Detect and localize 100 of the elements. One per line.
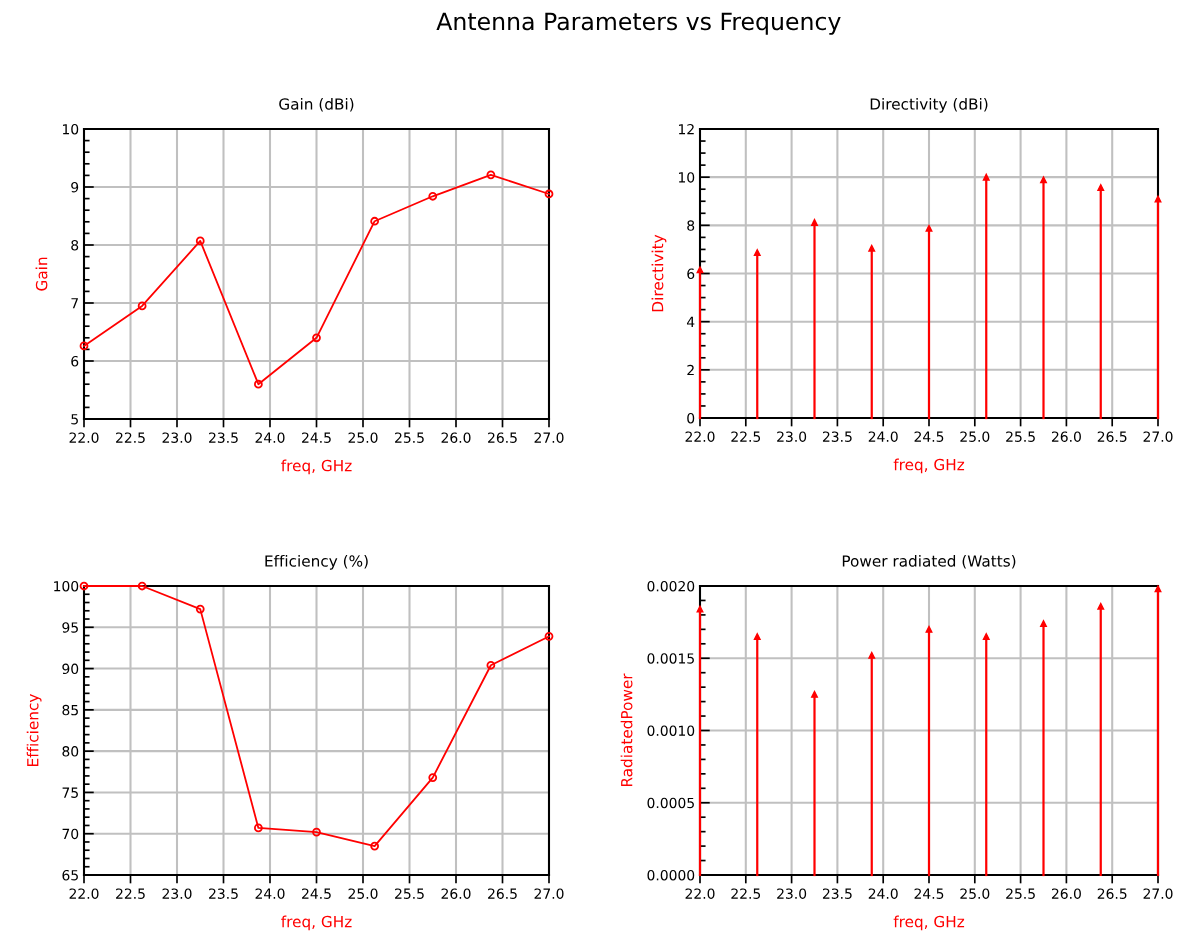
x-tick-label: 22.5 [731, 888, 761, 899]
y-tick-label: 90 [62, 663, 79, 675]
y-tick-label: 95 [62, 622, 78, 633]
y-axis-title: Directivity [651, 234, 667, 312]
y-axis-title: Efficiency [26, 694, 42, 766]
x-tick-label: 24.5 [914, 888, 944, 899]
x-tick-label: 24.0 [868, 888, 898, 899]
chart-title: Gain (dBi) [279, 97, 354, 112]
x-tick-label: 24.5 [302, 888, 331, 899]
point [195, 604, 205, 614]
x-tick-label: 24.0 [255, 888, 285, 899]
y-tick-label: 0.0000 [647, 869, 695, 881]
x-tick-label: 22.5 [116, 888, 145, 899]
y-tick-label: 0.0005 [647, 797, 694, 809]
x-tick-label: 22.5 [731, 431, 761, 442]
x-tick-label: 22.5 [116, 432, 145, 443]
x-tick-label: 23.5 [822, 431, 852, 442]
x-tick-label: 24.5 [302, 432, 331, 443]
x-tick-label: 26.5 [488, 888, 517, 899]
x-tick-label: 27.0 [1143, 888, 1173, 899]
x-tick-label: 27.0 [534, 432, 564, 443]
y-tick-label: 2 [687, 364, 694, 376]
point [253, 823, 263, 833]
x-axis-title: freq, GHz [281, 459, 352, 475]
y-tick-label: 10 [678, 172, 695, 183]
point [428, 773, 438, 782]
x-tick-label: 25.0 [960, 431, 990, 442]
y-axis-title: Gain [35, 257, 48, 291]
point [137, 581, 147, 591]
x-tick-label: 25.0 [348, 888, 378, 899]
y-tick-label: 85 [62, 704, 78, 716]
x-tick-label: 23.5 [209, 888, 238, 899]
x-tick-label: 26.5 [1097, 888, 1127, 899]
point [370, 216, 380, 226]
x-axis-title: freq, GHz [893, 458, 965, 474]
point [195, 236, 205, 246]
y-tick-label: 10 [62, 123, 79, 135]
y-tick-label: 6 [687, 268, 695, 279]
point [486, 170, 496, 180]
chart-title: Power radiated (Watts) [842, 554, 1016, 569]
y-tick-label: 8 [71, 239, 79, 251]
x-tick-label: 23.0 [162, 888, 192, 899]
point [137, 301, 147, 311]
point [370, 841, 380, 851]
y-tick-label: 70 [62, 828, 79, 840]
x-tick-label: 25.5 [1006, 888, 1035, 899]
y-tick-label: 9 [71, 181, 79, 193]
point [253, 379, 263, 389]
y-tick-label: 6 [71, 355, 79, 367]
x-tick-label: 25.5 [1006, 431, 1035, 442]
x-tick-label: 27.0 [1143, 431, 1173, 442]
x-tick-label: 23.0 [777, 431, 807, 442]
x-tick-label: 23.5 [209, 432, 238, 443]
point [428, 191, 438, 201]
y-tick-label: 0.0015 [647, 653, 694, 664]
x-tick-label: 26.5 [488, 432, 517, 443]
point [544, 631, 554, 641]
y-tick-label: 0.0020 [647, 580, 695, 592]
y-tick-label: 0 [687, 412, 695, 424]
x-tick-label: 25.5 [395, 432, 424, 443]
y-tick-label: 4 [686, 316, 695, 327]
x-tick-label: 27.0 [534, 888, 564, 899]
x-tick-label: 25.5 [395, 888, 424, 899]
y-tick-label: 65 [62, 869, 78, 881]
chart-title: Directivity (dBi) [870, 97, 988, 113]
x-tick-label: 26.0 [1051, 888, 1081, 899]
y-tick-label: 8 [687, 220, 695, 231]
x-tick-label: 26.5 [1097, 431, 1127, 442]
point [544, 189, 554, 199]
x-axis-title: freq, GHz [281, 915, 352, 931]
y-tick-label: 75 [62, 787, 78, 798]
x-axis-title: freq, GHz [893, 915, 965, 931]
x-tick-label: 26.0 [441, 432, 471, 443]
y-axis-title: RadiatedPower [620, 673, 633, 787]
x-tick-label: 25.0 [960, 888, 990, 899]
x-tick-label: 23.0 [162, 432, 192, 443]
text: Antenna Parameters vs Frequency [436, 12, 841, 35]
point [79, 341, 89, 351]
x-tick-label: 24.0 [868, 431, 898, 442]
point [79, 581, 89, 591]
x-tick-label: 25.0 [348, 432, 378, 443]
point [312, 333, 321, 343]
y-tick-label: 12 [678, 123, 694, 135]
x-tick-label: 26.0 [1051, 431, 1081, 442]
x-tick-label: 23.5 [822, 888, 852, 899]
x-tick-label: 22.0 [685, 888, 715, 899]
x-tick-label: 26.0 [441, 888, 471, 899]
x-tick-label: 22.0 [69, 432, 99, 443]
y-tick-label: 0.0010 [647, 725, 695, 736]
y-tick-label: 5 [71, 414, 78, 425]
y-tick-label: 100 [54, 580, 79, 592]
chart-title: Efficiency (%) [265, 554, 368, 570]
x-tick-label: 22.0 [69, 888, 99, 899]
x-tick-label: 23.0 [777, 888, 807, 899]
x-tick-label: 24.5 [914, 431, 944, 442]
point [312, 827, 321, 837]
x-tick-label: 22.0 [685, 431, 715, 442]
y-tick-label: 80 [62, 746, 79, 757]
y-tick-label: 7 [71, 298, 78, 309]
point [486, 660, 496, 670]
